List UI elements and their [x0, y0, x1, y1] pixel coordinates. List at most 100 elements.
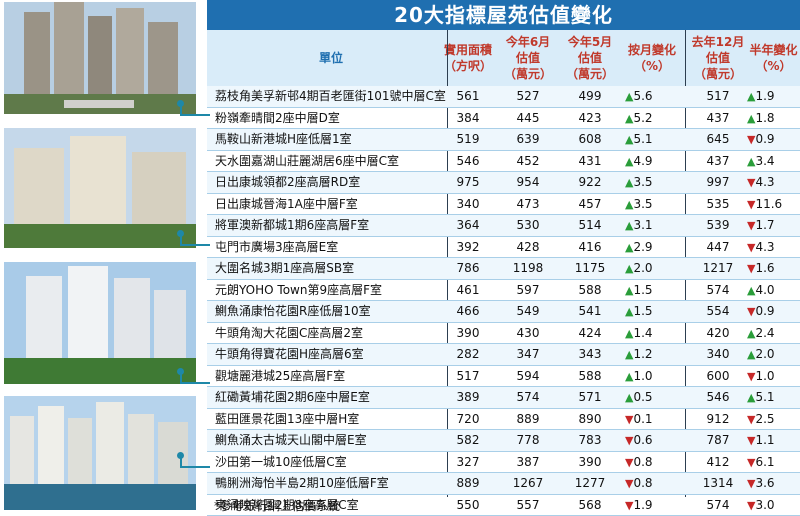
month-change-value: 5.1 [633, 132, 652, 146]
row-half-year-change: ▼1.7 [747, 215, 799, 236]
row-area: 327 [447, 452, 489, 472]
row-name: 天水圍嘉湖山莊麗湖居6座中層C室 [215, 151, 447, 171]
row-jun-value: 1198 [503, 258, 553, 278]
row-area: 282 [447, 344, 489, 364]
estate-photo-4 [4, 396, 196, 510]
half-year-change-value: 1.7 [755, 218, 774, 232]
month-change-value: 1.9 [633, 498, 652, 512]
half-year-change-value: 3.0 [755, 498, 774, 512]
estate-photo-2 [4, 128, 196, 248]
month-change-value: 1.5 [633, 283, 652, 297]
header-dec: 去年12月估值（萬元） [689, 30, 747, 86]
row-dec-value: 546 [695, 387, 741, 407]
row-half-year-change: ▲5.1 [747, 387, 799, 408]
row-half-year-change: ▼4.3 [747, 237, 799, 258]
half-year-change-value: 1.0 [755, 369, 774, 383]
row-area: 546 [447, 151, 489, 171]
half-year-change-value: 5.1 [755, 390, 774, 404]
row-name: 牛頭角得寶花園H座高層6室 [215, 344, 447, 364]
row-dec-value: 539 [695, 215, 741, 235]
month-change-value: 5.6 [633, 89, 652, 103]
row-jun-value: 428 [503, 237, 553, 257]
month-change-value: 0.8 [633, 476, 652, 490]
header-half-year-change: 半年變化（%） [747, 30, 800, 86]
row-name: 鴨脷洲海怡半島2期10座低層F室 [215, 473, 447, 493]
header-month-change: 按月變化（%） [621, 30, 683, 86]
row-name: 鰂魚涌康怡花園R座低層10室 [215, 301, 447, 321]
row-area: 889 [447, 473, 489, 493]
row-half-year-change: ▼6.1 [747, 452, 799, 473]
table-header: 單位 實用面積（方呎） 今年6月估值（萬元） 今年5月估值（萬元） 按月變化（%… [207, 30, 800, 86]
month-change-value: 1.5 [633, 304, 652, 318]
header-unit: 單位 [215, 30, 447, 86]
row-area: 975 [447, 172, 489, 192]
row-dec-value: 1314 [695, 473, 741, 493]
row-jun-value: 778 [503, 430, 553, 450]
half-year-change-value: 4.3 [755, 240, 774, 254]
row-may-value: 922 [565, 172, 615, 192]
connector-dot [177, 100, 184, 107]
row-may-value: 390 [565, 452, 615, 472]
half-year-change-value: 2.5 [755, 412, 774, 426]
row-dec-value: 1217 [695, 258, 741, 278]
month-change-value: 2.9 [633, 240, 652, 254]
row-half-year-change: ▲1.8 [747, 108, 799, 129]
row-may-value: 423 [565, 108, 615, 128]
row-jun-value: 430 [503, 323, 553, 343]
row-area: 466 [447, 301, 489, 321]
row-jun-value: 387 [503, 452, 553, 472]
row-may-value: 890 [565, 409, 615, 429]
row-may-value: 541 [565, 301, 615, 321]
half-year-change-value: 1.9 [755, 89, 774, 103]
row-may-value: 1175 [565, 258, 615, 278]
row-area: 517 [447, 366, 489, 386]
month-change-value: 0.1 [633, 412, 652, 426]
month-change-value: 3.5 [633, 197, 652, 211]
row-name: 屯門市廣場3座高層E室 [215, 237, 447, 257]
row-dec-value: 554 [695, 301, 741, 321]
row-may-value: 571 [565, 387, 615, 407]
row-jun-value: 639 [503, 129, 553, 149]
row-area: 390 [447, 323, 489, 343]
row-month-change: ▼0.6 [625, 430, 677, 451]
row-area: 720 [447, 409, 489, 429]
row-month-change: ▲2.9 [625, 237, 677, 258]
half-year-change-value: 0.9 [755, 132, 774, 146]
half-year-change-value: 4.0 [755, 283, 774, 297]
row-half-year-change: ▼3.0 [747, 495, 799, 516]
row-dec-value: 600 [695, 366, 741, 386]
half-year-change-value: 3.4 [755, 154, 774, 168]
row-half-year-change: ▼2.5 [747, 409, 799, 430]
row-dec-value: 437 [695, 108, 741, 128]
row-area: 786 [447, 258, 489, 278]
row-half-year-change: ▲1.9 [747, 86, 799, 107]
month-change-value: 2.0 [633, 261, 652, 275]
connector-line [180, 234, 210, 246]
row-name: 大圍名城3期1座高層SB室 [215, 258, 447, 278]
row-month-change: ▲4.9 [625, 151, 677, 172]
half-year-change-value: 6.1 [755, 455, 774, 469]
row-dec-value: 574 [695, 280, 741, 300]
row-month-change: ▼0.1 [625, 409, 677, 430]
row-jun-value: 347 [503, 344, 553, 364]
row-name: 藍田匯景花園13座中層H室 [215, 409, 447, 429]
month-change-value: 0.5 [633, 390, 652, 404]
row-area: 561 [447, 86, 489, 106]
row-name: 觀塘麗港城25座高層F室 [215, 366, 447, 386]
row-may-value: 431 [565, 151, 615, 171]
row-dec-value: 447 [695, 237, 741, 257]
row-may-value: 588 [565, 366, 615, 386]
month-change-value: 0.8 [633, 455, 652, 469]
row-half-year-change: ▼3.6 [747, 473, 799, 494]
row-month-change: ▼0.8 [625, 452, 677, 473]
row-may-value: 568 [565, 495, 615, 515]
row-month-change: ▲3.1 [625, 215, 677, 236]
